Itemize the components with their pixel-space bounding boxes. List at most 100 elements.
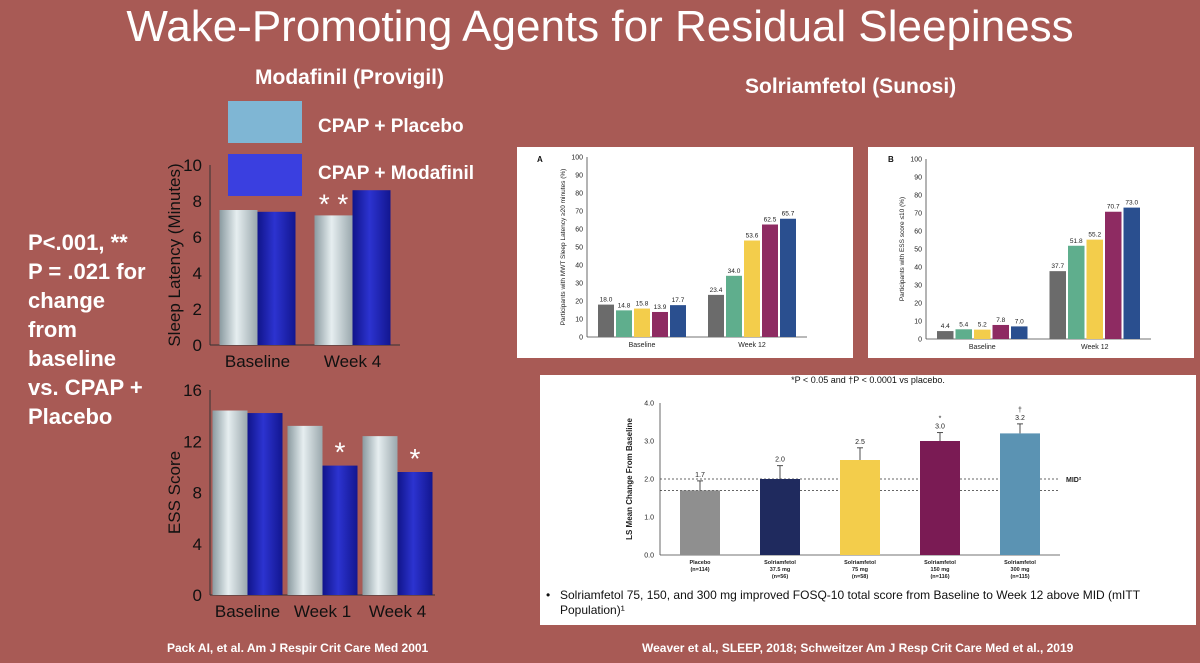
bar-value-label: 70.7	[1107, 204, 1120, 211]
y-tick-label: 10	[575, 317, 583, 324]
bar-3	[762, 224, 778, 337]
y-tick-label: 100	[910, 157, 922, 164]
bar-modafinil	[322, 465, 358, 595]
bar-2	[1086, 239, 1103, 339]
bar-2	[974, 329, 991, 339]
bar-1	[1068, 245, 1085, 339]
bar-1	[616, 310, 632, 337]
significance-marker: †	[1018, 407, 1022, 414]
x-tick-label: (n=115)	[1010, 574, 1029, 580]
bar-3	[992, 324, 1009, 339]
x-tick-label: Solriamfetol	[924, 560, 956, 566]
bar-4	[1011, 326, 1028, 339]
mwt-chart: A 0 10 20 30 40 50 60 70 80 90 100 Participants with…	[537, 155, 807, 349]
x-tick-label: Placebo	[689, 560, 711, 566]
bar-value-label: 55.2	[1088, 232, 1101, 239]
x-tick-label: Solriamfetol	[764, 560, 796, 566]
fosq-bar	[1000, 433, 1040, 555]
bar-2	[634, 308, 650, 337]
bar-value-label: 2.0	[775, 457, 785, 464]
y-tick-label: 100	[571, 155, 583, 162]
x-tick-label: Week 4	[369, 602, 426, 621]
significance-marker: * *	[319, 188, 349, 219]
x-tick-label: Week 1	[294, 602, 351, 621]
bar-0	[598, 304, 614, 337]
x-tick-label: Baseline	[629, 342, 656, 349]
x-tick-label: Baseline	[215, 602, 280, 621]
bullet-dot: •	[546, 588, 551, 602]
y-tick-label: 20	[575, 299, 583, 306]
y-tick-label: 50	[914, 247, 922, 254]
x-tick-label: (n=114)	[690, 567, 709, 573]
bar-2	[744, 240, 760, 337]
y-tick-label: 3.0	[644, 439, 654, 446]
bar-value-label: 37.7	[1051, 263, 1064, 270]
y-tick-label: 0	[193, 586, 202, 605]
bar-modafinil	[397, 472, 433, 595]
y-tick-label: 0	[579, 335, 583, 342]
panel-label: B	[888, 155, 894, 164]
x-tick-label: (n=58)	[852, 574, 869, 580]
x-tick-label: Week 4	[324, 352, 381, 371]
y-tick-label: 70	[575, 209, 583, 216]
bar-value-label: 2.5	[855, 439, 865, 446]
solriamfetol-title: Solriamfetol (Sunosi)	[745, 75, 957, 98]
panel-label: A	[537, 155, 543, 164]
y-axis-label: Sleep Latency (Minutes)	[165, 163, 184, 346]
bar-value-label: 7.8	[996, 317, 1005, 324]
y-tick-label: 50	[575, 245, 583, 252]
x-tick-label: (n=116)	[930, 574, 949, 580]
fosq-panel: 0.0 1.0 2.0 3.0 4.0 LS Mean Change From Basel…	[540, 375, 1196, 625]
bar-value-label: 4.4	[941, 323, 950, 330]
slide-title: Wake-Promoting Agents for Residual Sleep…	[126, 2, 1074, 51]
y-tick-label: 8	[193, 484, 202, 503]
y-tick-label: 40	[914, 265, 922, 272]
bar-value-label: 65.7	[782, 211, 795, 218]
y-tick-label: 80	[575, 191, 583, 198]
bar-value-label: 53.6	[746, 233, 759, 240]
y-axis-label: LS Mean Change From Baseline	[625, 418, 634, 540]
bar-placebo	[362, 436, 398, 595]
bar-0	[1049, 271, 1066, 339]
x-tick-label: Solriamfetol	[1004, 560, 1036, 566]
x-tick-label: Baseline	[969, 344, 996, 351]
bar-3	[652, 311, 668, 337]
mid-label: MID²	[1066, 477, 1082, 484]
ess-score-chart: 0 4 8 12 16 ESS Score Baseline Week 1 * Week 4 *	[165, 381, 435, 621]
bar-placebo	[314, 215, 353, 345]
legend-label-modafinil: CPAP + Modafinil	[318, 163, 475, 184]
fosq-bar	[760, 479, 800, 555]
significance-note: *P < 0.05 and †P < 0.0001 vs placebo.	[791, 375, 945, 385]
bar-placebo	[219, 210, 258, 345]
bar-value-label: 73.0	[1125, 200, 1138, 207]
fosq-bar	[680, 490, 720, 555]
y-tick-label: 4.0	[644, 401, 654, 408]
bar-value-label: 13.9	[654, 304, 667, 311]
significance-marker: *	[939, 416, 942, 423]
y-tick-label: 60	[575, 227, 583, 234]
bar-value-label: 23.4	[710, 287, 723, 294]
bar-0	[937, 331, 954, 339]
bar-value-label: 62.5	[764, 217, 777, 224]
bar-modafinil	[352, 190, 391, 345]
y-tick-label: 12	[183, 432, 202, 451]
fosq-bar	[920, 441, 960, 555]
bar-value-label: 17.7	[672, 297, 685, 304]
bar-1	[726, 275, 742, 337]
y-tick-label: 4	[193, 264, 202, 283]
bar-value-label: 3.2	[1015, 415, 1025, 422]
p-value-text: P<.001, ** P = .021 for change from base…	[28, 230, 146, 429]
citation-left: Pack AI, et al. Am J Respir Crit Care Me…	[167, 641, 429, 655]
y-tick-label: 40	[575, 263, 583, 270]
y-tick-label: 20	[914, 301, 922, 308]
fosq-bullet-text: Solriamfetol 75, 150, and 300 mg improve…	[560, 588, 1140, 617]
fosq-bar	[840, 460, 880, 555]
y-tick-label: 2.0	[644, 477, 654, 484]
y-tick-label: 80	[914, 193, 922, 200]
y-tick-label: 6	[193, 228, 202, 247]
y-tick-label: 2	[193, 300, 202, 319]
bar-modafinil	[247, 413, 283, 595]
y-tick-label: 10	[183, 156, 202, 175]
modafinil-title: Modafinil (Provigil)	[255, 66, 444, 89]
y-axis-label: ESS Score	[165, 451, 184, 534]
